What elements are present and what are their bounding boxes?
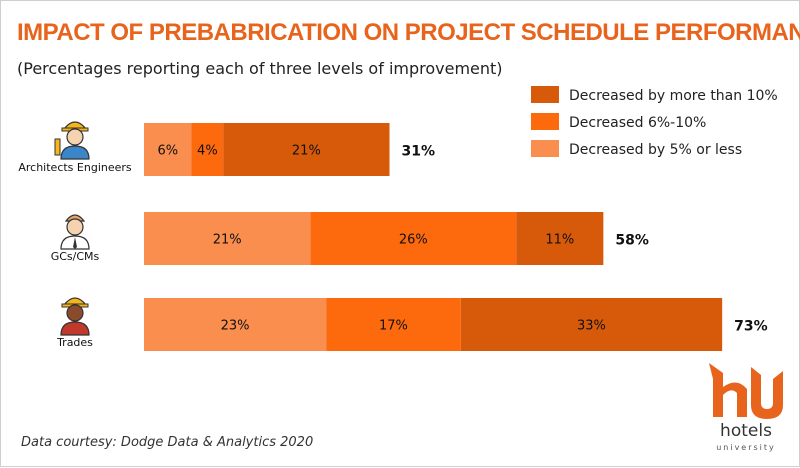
bar-segment (326, 298, 461, 351)
legend-swatch (531, 113, 559, 130)
segment-value-label: 23% (221, 319, 250, 334)
source-note: Data courtesy: Dodge Data & Analytics 20… (21, 435, 314, 450)
legend-label: Decreased by 5% or less (569, 142, 742, 158)
bar-segment (460, 298, 723, 351)
segment-value-label: 21% (213, 233, 242, 248)
segment-value-label: 4% (197, 144, 218, 159)
trades-worker-icon (60, 297, 90, 336)
chart-title: IMPACT OF PREBABRICATION ON PROJECT SCHE… (17, 19, 800, 46)
segment-value-label: 26% (399, 233, 428, 248)
segment-value-label: 11% (545, 233, 574, 248)
segment-value-label: 33% (577, 319, 606, 334)
total-value-label: 73% (734, 319, 768, 335)
bar-segment (191, 123, 224, 176)
bar-segment (144, 123, 192, 176)
category-label: GCs/CMs (51, 250, 100, 263)
category-label: Trades (56, 336, 93, 349)
total-value-label: 31% (402, 144, 436, 160)
bar-segment (223, 123, 390, 176)
bar-segment (310, 212, 517, 265)
hotels-university-logo: hotels university (703, 359, 789, 459)
legend-swatch (531, 140, 559, 157)
segment-value-label: 6% (157, 144, 178, 159)
category-label: Architects Engineers (18, 161, 132, 174)
brand-name: hotels (720, 421, 772, 441)
brand-subtitle: university (716, 443, 776, 452)
gc-cm-icon (60, 214, 90, 250)
legend-label: Decreased 6%-10% (569, 115, 706, 131)
total-value-label: 58% (615, 233, 649, 249)
legend-label: Decreased by more than 10% (569, 88, 778, 104)
segment-value-label: 17% (379, 319, 408, 334)
bar-segment (144, 212, 311, 265)
chart-subtitle: (Percentages reporting each of three lev… (17, 59, 503, 78)
architect-engineer-icon (54, 121, 90, 160)
bar-segment (144, 298, 327, 351)
hu-logo-mark-icon (709, 363, 783, 419)
legend-swatch (531, 86, 559, 103)
segment-value-label: 21% (292, 144, 321, 159)
bar-segment (516, 212, 604, 265)
